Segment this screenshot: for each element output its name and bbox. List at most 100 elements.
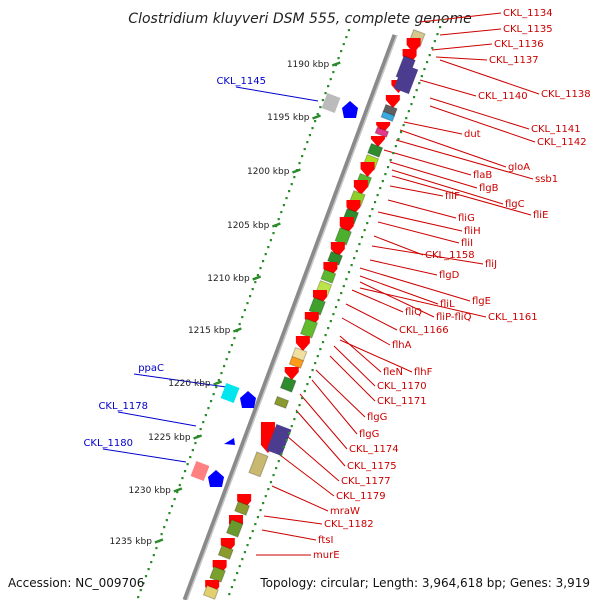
scale-dot — [262, 502, 265, 505]
scale-dot — [441, 19, 444, 22]
gene-label: CKL_1177 — [341, 476, 391, 487]
scale-dot — [267, 488, 270, 491]
label-leader — [339, 339, 413, 373]
scale-dot — [324, 334, 327, 337]
scale-dot — [308, 376, 312, 379]
ruler-label: 1190 kbp — [287, 60, 330, 70]
scale-dot — [259, 509, 262, 512]
leader-lines — [102, 12, 540, 556]
scale-dot — [228, 351, 231, 354]
scale-dot — [246, 544, 249, 547]
scale-dot — [277, 460, 280, 463]
ruler-label: 1195 kbp — [267, 113, 310, 123]
scale-dot — [165, 519, 168, 522]
scale-dot — [355, 250, 358, 253]
gene-label: flgB — [479, 183, 499, 194]
gene-arrow — [402, 49, 417, 64]
scale-dot — [334, 306, 338, 309]
scale-dot — [238, 323, 241, 326]
scale-dot — [236, 572, 239, 575]
scale-ruler: 1190 kbp 1195 kbp 1200 kbp 1205 kbp 1210 kbp… — [110, 19, 444, 599]
scale-dot — [137, 596, 140, 599]
scale-dot — [264, 495, 267, 498]
gene-label: flgG — [367, 412, 387, 423]
gene-label: CKL_1135 — [503, 24, 553, 35]
scale-dot — [438, 26, 442, 29]
gene-label: flgD — [439, 270, 460, 281]
scale-dot — [376, 194, 379, 197]
scale-dot — [217, 379, 220, 382]
reverse-gene-arrow — [224, 438, 235, 445]
scale-dot — [282, 446, 286, 449]
scale-dot — [288, 190, 291, 193]
scale-dot — [248, 295, 252, 298]
gene-label: CKL_1166 — [399, 325, 449, 336]
gene-label: fleN — [383, 367, 403, 378]
gene-label: fliI — [461, 238, 473, 249]
label-leader — [271, 485, 329, 512]
scale-dot — [272, 474, 275, 477]
label-leader — [387, 199, 457, 219]
gene-label: CKL_1141 — [531, 124, 581, 135]
scale-dot — [194, 442, 197, 445]
gene-block — [234, 500, 251, 516]
label-leader — [429, 97, 530, 130]
scale-dot — [269, 239, 273, 242]
gene-label: ppaC — [138, 363, 164, 374]
gene-block — [248, 451, 269, 478]
gene-block — [374, 126, 390, 138]
scale-dot — [350, 264, 353, 267]
scale-dot — [261, 260, 265, 263]
ruler-tick — [312, 114, 321, 120]
scale-dot — [238, 565, 241, 568]
scale-dot — [399, 131, 403, 134]
scale-dot — [366, 222, 369, 225]
scale-dot — [142, 582, 145, 585]
scale-dot — [254, 281, 257, 284]
gene-label: flaB — [473, 170, 492, 181]
label-leader — [369, 259, 438, 276]
scale-dot — [293, 176, 296, 179]
gene-label: CKL_1178 — [98, 401, 148, 412]
scale-dot — [418, 82, 421, 85]
label-leader — [389, 161, 478, 189]
scale-dot — [306, 141, 309, 144]
label-leader — [275, 451, 335, 497]
scale-dot — [327, 327, 330, 330]
scale-dot — [163, 526, 166, 529]
scale-dot — [373, 201, 377, 204]
gene-label: fliH — [464, 226, 481, 237]
gene-label: CKL_1174 — [349, 444, 399, 455]
label-leader — [345, 303, 398, 331]
scale-dot — [251, 530, 254, 533]
gene-block — [380, 110, 396, 122]
gene-label: CKL_1140 — [478, 91, 528, 102]
scale-dot — [178, 484, 181, 487]
scale-dot — [337, 299, 340, 302]
ruler-tick — [154, 538, 164, 544]
scale-dot — [368, 215, 371, 218]
gene-block — [273, 395, 290, 409]
scale-dot — [246, 302, 249, 305]
scale-dot — [379, 187, 382, 190]
label-leader — [419, 12, 502, 23]
reverse-gene-block — [190, 461, 210, 481]
scale-dot — [347, 271, 351, 274]
label-leader — [359, 281, 435, 318]
gene-label: murE — [313, 550, 340, 561]
ruler-label: 1230 kbp — [128, 486, 171, 496]
accession-text: Accession: NC_009706 — [8, 576, 144, 590]
gene-arrow — [370, 136, 385, 147]
gene-arrow — [353, 180, 368, 195]
label-leader — [133, 373, 227, 388]
scale-dot — [150, 561, 153, 564]
label-leader — [359, 267, 471, 302]
gene-label: fliF — [445, 191, 460, 202]
scale-dot — [311, 127, 314, 130]
scale-dot — [241, 316, 244, 319]
scale-dot — [272, 232, 275, 235]
gene-arrow — [323, 262, 338, 277]
gene-label: CKL_1142 — [537, 137, 587, 148]
